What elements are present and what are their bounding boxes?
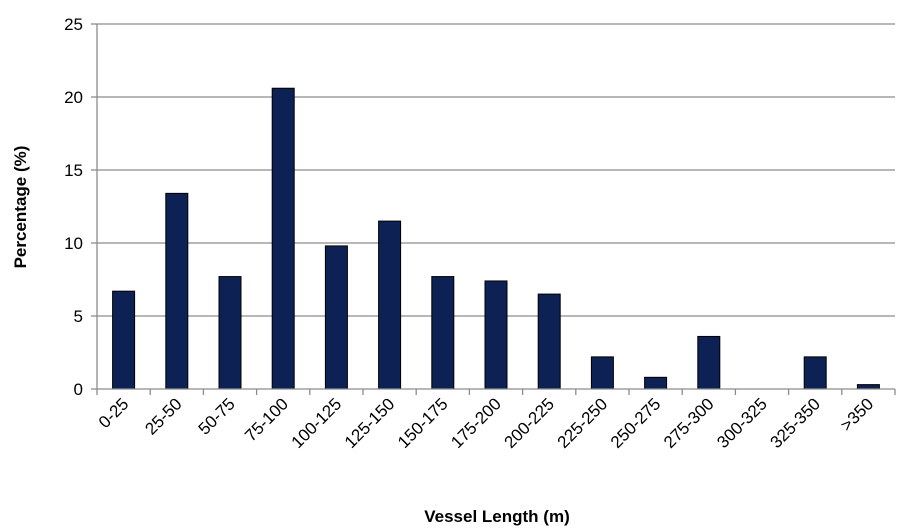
bar->350 [856, 384, 880, 390]
y-tick-label: 15 [64, 161, 83, 180]
bars [112, 87, 880, 390]
x-tick-labels: 0-25 25-50 50-75 75-100100-125125-150150-17… [95, 394, 877, 452]
y-tick-label: 0 [74, 380, 83, 399]
bar-0-25 [112, 290, 136, 390]
x-axis-title: Vessel Length (m) [424, 507, 569, 526]
x-tick-label: 225-250 [554, 394, 612, 452]
bar-50-75 [218, 276, 242, 390]
x-tick-label: 50-75 [195, 394, 239, 438]
x-tick-label: 25-50 [141, 394, 185, 438]
x-tick-label: 300-325 [713, 394, 771, 452]
x-tick-label: 75-100 [241, 394, 292, 445]
bar-225-250 [590, 356, 614, 390]
y-axis-title: Percentage (%) [11, 146, 30, 269]
bar-250-275 [644, 376, 668, 390]
bar-25-50 [165, 192, 189, 390]
gridlines [97, 23, 895, 317]
axes [91, 23, 896, 395]
bar-100-125 [324, 245, 348, 390]
y-tick-label: 5 [74, 307, 83, 326]
x-tick-label: 275-300 [660, 394, 718, 452]
x-tick-label: 325-350 [766, 394, 824, 452]
bar-200-225 [537, 293, 561, 390]
bar-125-150 [378, 220, 402, 390]
y-tick-label: 10 [64, 234, 83, 253]
y-tick-label: 20 [64, 88, 83, 107]
x-tick-label: >350 [837, 394, 878, 435]
x-tick-label: 125-150 [341, 394, 399, 452]
x-tick-label: 0-25 [95, 394, 132, 431]
x-tick-label: 150-175 [394, 394, 452, 452]
bar-150-175 [431, 276, 455, 390]
bar-325-350 [803, 356, 827, 390]
bar-275-300 [697, 335, 721, 390]
y-tick-labels: 0 5 10 15 20 25 [64, 15, 83, 399]
x-tick-label: 200-225 [500, 394, 558, 452]
x-tick-label: 250-275 [607, 394, 665, 452]
y-tick-label: 25 [64, 15, 83, 34]
bar-75-100 [271, 87, 295, 390]
x-tick-label: 100-125 [288, 394, 346, 452]
x-tick-label: 175-200 [447, 394, 505, 452]
bar-175-200 [484, 280, 508, 390]
